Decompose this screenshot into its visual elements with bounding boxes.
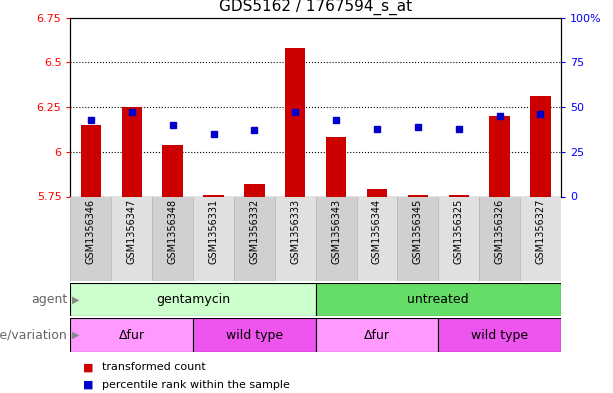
Bar (520, 196, 561, 281)
Text: GSM1356326: GSM1356326 (495, 199, 504, 264)
Text: ■: ■ (83, 362, 93, 373)
Text: percentile rank within the sample: percentile rank within the sample (102, 380, 290, 390)
Bar (162, 145, 183, 196)
Bar (81, 125, 101, 196)
Bar (193, 318, 316, 352)
Bar (275, 196, 316, 281)
Bar (449, 195, 469, 196)
Text: Δfur: Δfur (119, 329, 145, 342)
Text: GSM1356331: GSM1356331 (208, 199, 218, 264)
Text: transformed count: transformed count (102, 362, 206, 373)
Text: untreated: untreated (408, 293, 469, 306)
Bar (244, 184, 265, 196)
Bar (70, 283, 316, 316)
Text: GSM1356343: GSM1356343 (331, 199, 341, 264)
Bar (479, 196, 520, 281)
Text: GSM1356346: GSM1356346 (86, 199, 96, 264)
Text: GSM1356332: GSM1356332 (249, 199, 259, 264)
Text: GSM1356325: GSM1356325 (454, 199, 463, 264)
Text: genotype/variation: genotype/variation (0, 329, 67, 342)
Text: wild type: wild type (471, 329, 528, 342)
Text: wild type: wild type (226, 329, 283, 342)
Text: GSM1356348: GSM1356348 (168, 199, 178, 264)
Text: Δfur: Δfur (364, 329, 390, 342)
Bar (193, 196, 234, 281)
Bar (234, 196, 275, 281)
Bar (112, 196, 152, 281)
Bar (397, 196, 438, 281)
Bar (357, 196, 397, 281)
Text: GSM1356345: GSM1356345 (413, 199, 423, 264)
Bar (367, 189, 387, 196)
Text: agent: agent (31, 293, 67, 306)
Bar (204, 195, 224, 196)
Bar (70, 318, 193, 352)
Bar (316, 283, 561, 316)
Title: GDS5162 / 1767594_s_at: GDS5162 / 1767594_s_at (219, 0, 413, 15)
Text: GSM1356347: GSM1356347 (127, 199, 137, 264)
Bar (121, 107, 142, 196)
Bar (285, 48, 305, 196)
Bar (438, 196, 479, 281)
Bar (326, 138, 346, 196)
Bar (408, 195, 428, 196)
Text: GSM1356333: GSM1356333 (291, 199, 300, 264)
Text: ▶: ▶ (72, 330, 79, 340)
Text: gentamycin: gentamycin (156, 293, 230, 306)
Bar (316, 318, 438, 352)
Bar (438, 318, 561, 352)
Bar (530, 96, 550, 196)
Text: ▶: ▶ (72, 295, 79, 305)
Text: GSM1356327: GSM1356327 (536, 199, 546, 264)
Bar (70, 196, 112, 281)
Bar (316, 196, 357, 281)
Text: ■: ■ (83, 380, 93, 390)
Text: GSM1356344: GSM1356344 (372, 199, 382, 264)
Bar (152, 196, 193, 281)
Bar (489, 116, 510, 196)
